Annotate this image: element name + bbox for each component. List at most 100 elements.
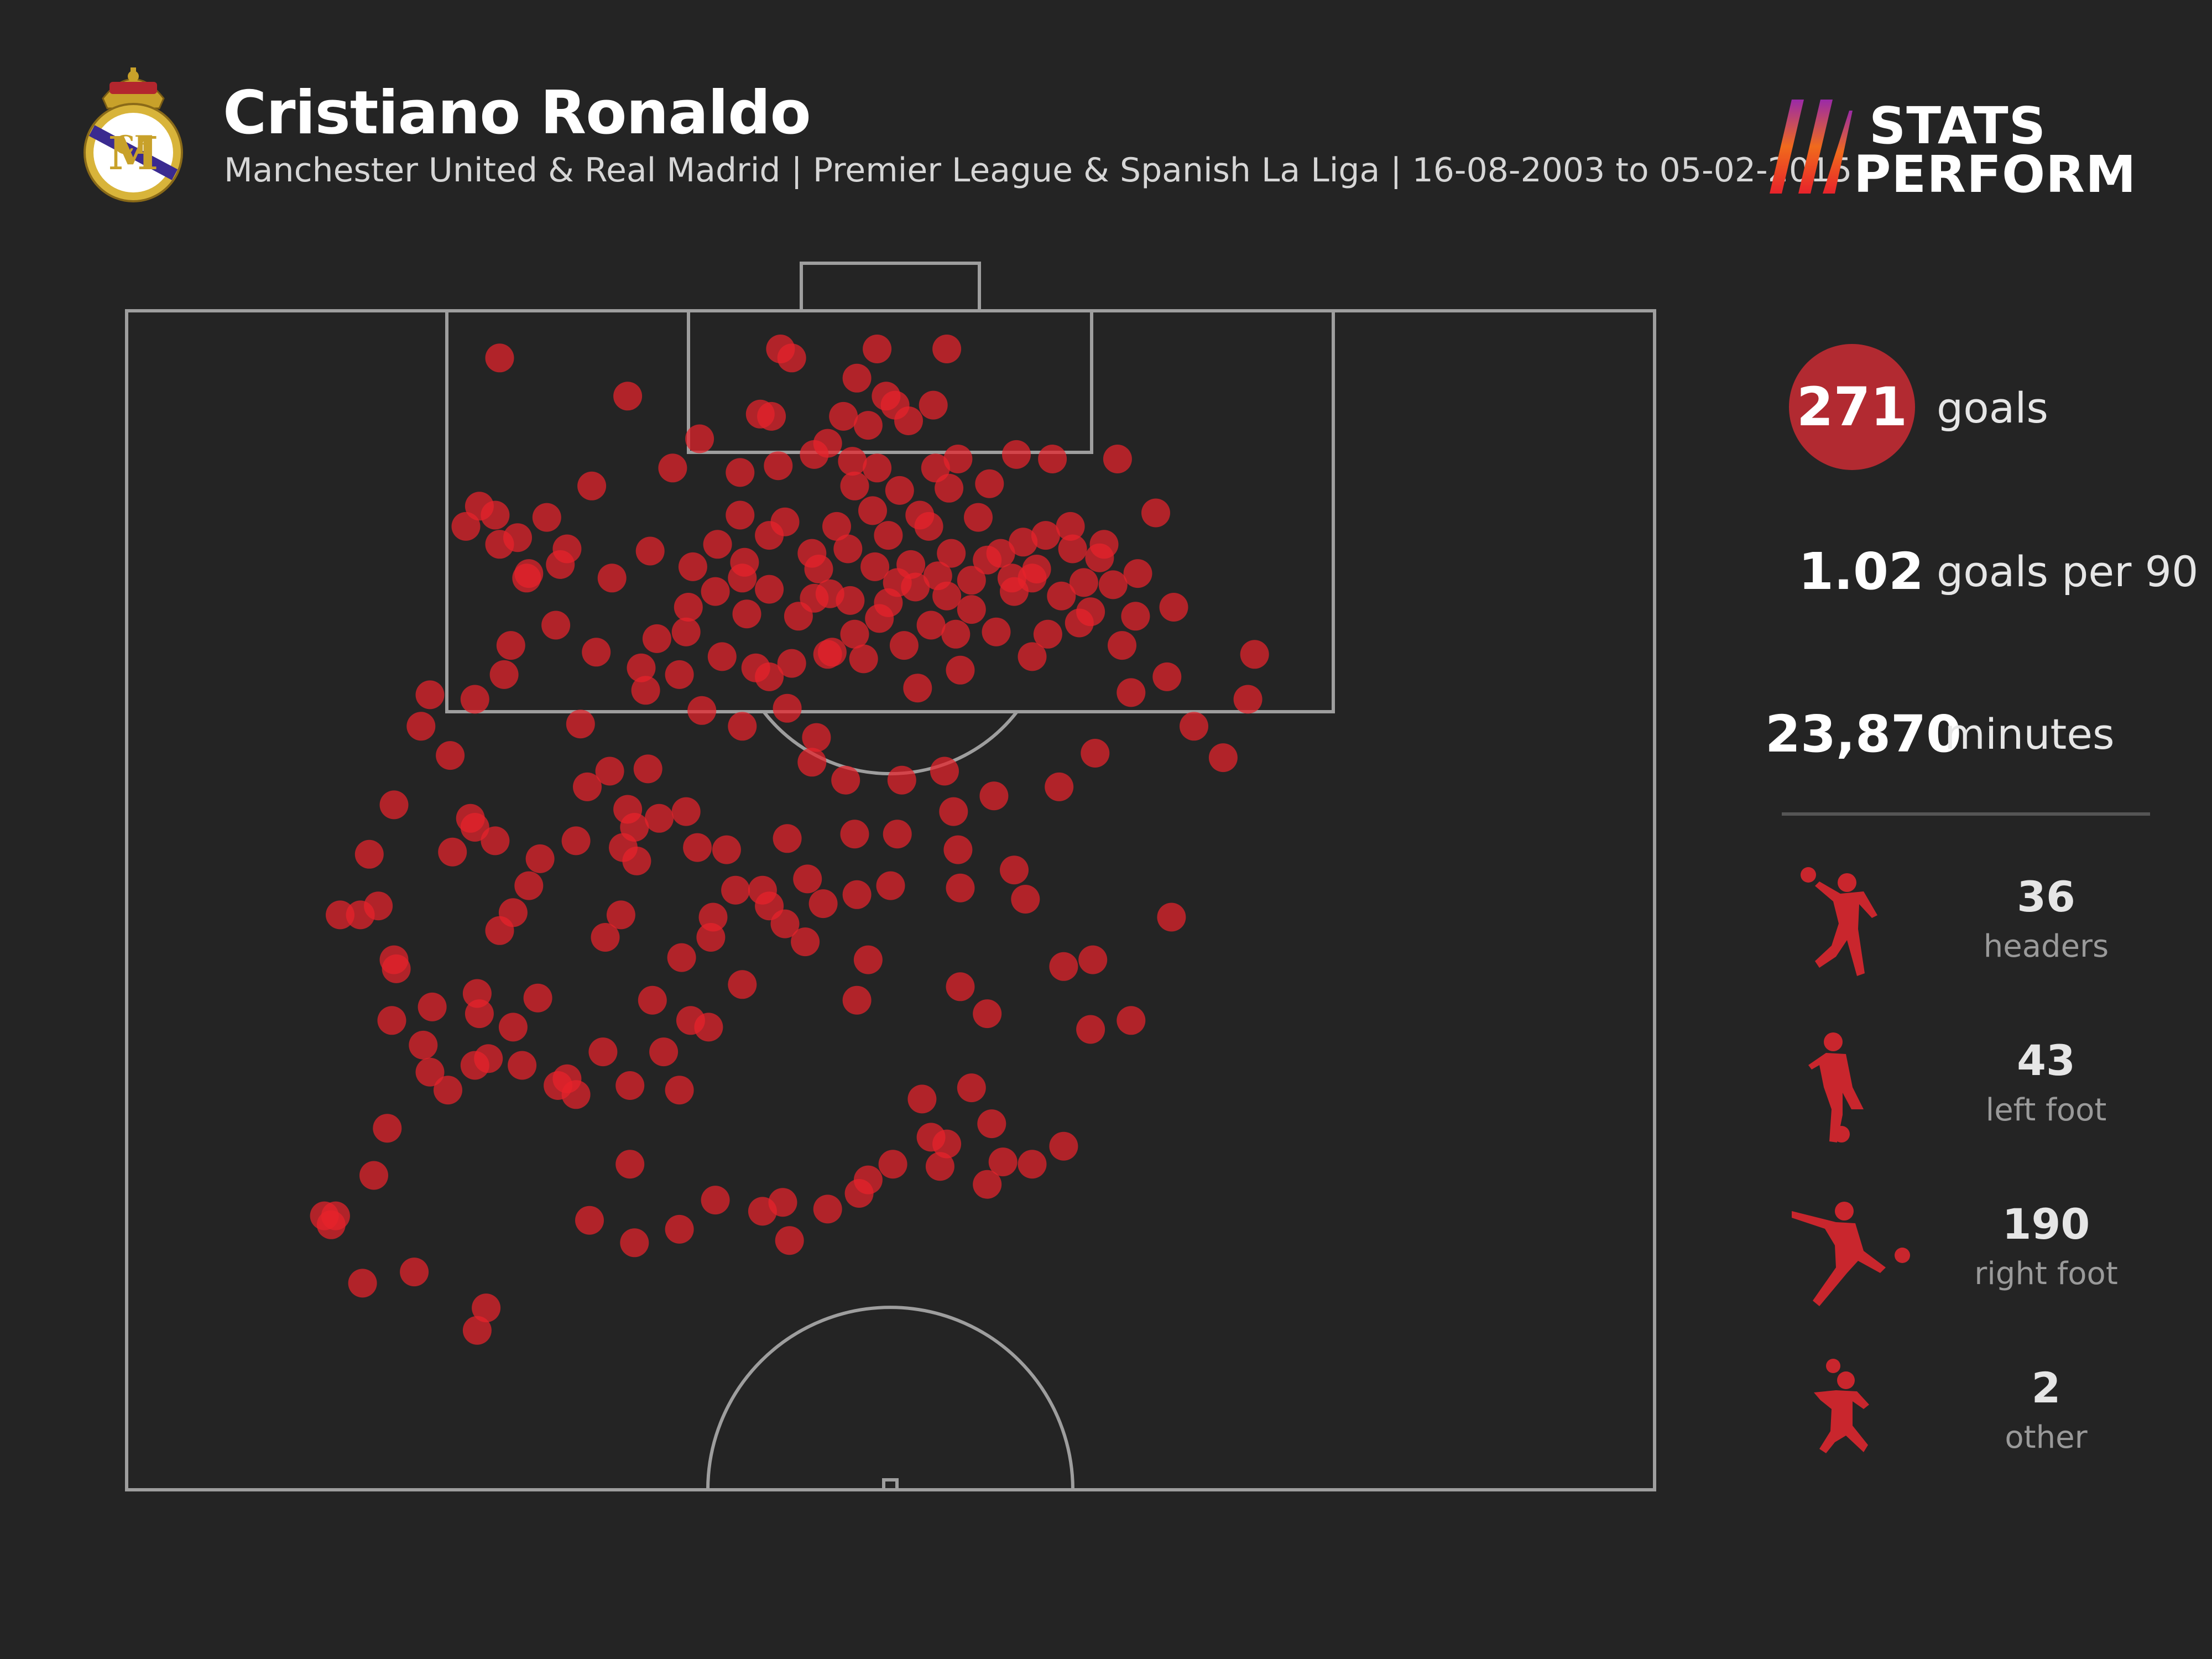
shot-dot bbox=[943, 445, 973, 473]
shot-dot bbox=[842, 880, 872, 909]
shot-dot bbox=[1049, 952, 1078, 981]
shot-dot bbox=[1018, 642, 1047, 671]
headers-value: 36 bbox=[2017, 872, 2075, 921]
shot-dot bbox=[853, 945, 883, 974]
shot-dot bbox=[777, 649, 806, 678]
shot-dot bbox=[609, 833, 638, 862]
shot-dot bbox=[793, 864, 822, 894]
shot-dot bbox=[1123, 559, 1152, 588]
shot-dot bbox=[633, 754, 662, 784]
penalty-area bbox=[445, 309, 1335, 713]
shot-dot bbox=[552, 1064, 582, 1093]
shot-dot bbox=[462, 1316, 492, 1345]
shot-dot bbox=[496, 631, 525, 660]
shot-dot bbox=[712, 835, 741, 864]
shot-dot bbox=[1121, 602, 1150, 631]
shot-dot bbox=[620, 1228, 649, 1258]
shot-dot bbox=[916, 611, 946, 640]
page-title: Cristiano Ronaldo bbox=[223, 79, 811, 148]
shot-dot bbox=[1078, 945, 1108, 974]
shot-dot bbox=[481, 826, 510, 855]
shot-dot bbox=[791, 927, 820, 957]
shot-dot bbox=[701, 1186, 730, 1215]
shot-dot bbox=[829, 401, 858, 431]
shot-dot bbox=[1103, 445, 1132, 473]
shot-dot bbox=[434, 1076, 462, 1105]
shot-dot bbox=[916, 1123, 946, 1152]
shot-dot bbox=[817, 638, 847, 667]
shot-dot bbox=[1069, 568, 1098, 597]
shot-dot bbox=[878, 1150, 907, 1179]
shot-dot bbox=[808, 889, 838, 919]
shot-dot bbox=[649, 1037, 679, 1067]
shot-dot bbox=[561, 826, 591, 855]
svg-text:M: M bbox=[108, 127, 159, 180]
shot-dot bbox=[932, 335, 962, 363]
shot-dot bbox=[957, 595, 986, 624]
shot-dot bbox=[730, 547, 759, 577]
shot-dot bbox=[726, 500, 755, 530]
centre-circle-half bbox=[706, 1306, 1074, 1490]
shot-dot bbox=[937, 539, 966, 568]
shot-dot bbox=[946, 972, 975, 1001]
shot-dot bbox=[858, 496, 887, 525]
shot-dot bbox=[903, 674, 932, 703]
divider bbox=[1782, 812, 2150, 816]
minutes-value: 23,870 bbox=[1765, 705, 1962, 764]
goals-per90-label: goals per 90 bbox=[1937, 547, 2199, 596]
shot-dot bbox=[498, 1013, 528, 1042]
shot-dot bbox=[1018, 1150, 1047, 1179]
right-foot-label: right foot bbox=[1974, 1256, 2118, 1292]
shot-dot bbox=[773, 824, 802, 853]
shot-dot bbox=[939, 797, 968, 826]
shot-dot bbox=[863, 453, 892, 483]
stats-perform-logo-icon bbox=[1770, 100, 1853, 194]
shot-dot bbox=[842, 985, 872, 1015]
shot-dot bbox=[973, 545, 1002, 575]
shot-dot bbox=[755, 575, 784, 604]
shot-dot bbox=[1208, 743, 1238, 773]
shot-dot bbox=[346, 900, 375, 930]
shot-dot bbox=[635, 536, 665, 566]
other-value: 2 bbox=[2031, 1363, 2061, 1412]
shot-dot bbox=[797, 748, 827, 777]
shot-dot bbox=[840, 820, 869, 849]
header-player-icon bbox=[1801, 867, 1877, 976]
brand-line2: PERFORM bbox=[1854, 145, 2137, 204]
shot-dot bbox=[1047, 581, 1076, 611]
shot-dot bbox=[582, 638, 611, 667]
shot-dots bbox=[310, 335, 1269, 1345]
shot-dot bbox=[606, 900, 635, 930]
shot-dot bbox=[988, 1147, 1018, 1177]
shot-dot bbox=[894, 406, 923, 435]
shot-dot bbox=[757, 401, 786, 431]
shot-dot bbox=[460, 1051, 489, 1080]
shot-dot bbox=[465, 999, 494, 1029]
shot-dot bbox=[1045, 772, 1074, 801]
shot-dot bbox=[883, 568, 912, 597]
shot-dot bbox=[687, 696, 717, 725]
shot-dot bbox=[485, 916, 514, 945]
shot-dot bbox=[941, 619, 971, 649]
shot-dot bbox=[773, 693, 802, 723]
shot-dot bbox=[887, 765, 916, 795]
shot-dot bbox=[957, 566, 986, 595]
shot-dot bbox=[885, 476, 914, 505]
shot-dot bbox=[838, 447, 867, 476]
shot-dot bbox=[822, 512, 851, 541]
six-yard-box bbox=[687, 309, 1093, 454]
shot-dot bbox=[667, 943, 696, 972]
centre-spot bbox=[882, 1478, 899, 1491]
shot-dot bbox=[707, 642, 737, 671]
shot-dot bbox=[815, 579, 844, 608]
shot-dot bbox=[833, 534, 863, 564]
shot-dot bbox=[777, 343, 806, 373]
shot-dot bbox=[1098, 570, 1128, 599]
shot-dot bbox=[943, 835, 973, 864]
shot-dot bbox=[373, 1114, 402, 1143]
shot-dot bbox=[415, 1057, 445, 1087]
shot-dot bbox=[674, 593, 703, 622]
goal-type-left-foot: 43 left foot bbox=[1781, 1026, 2157, 1170]
shot-dot bbox=[348, 1269, 377, 1298]
goal-type-right-foot: 190 right foot bbox=[1781, 1190, 2157, 1334]
